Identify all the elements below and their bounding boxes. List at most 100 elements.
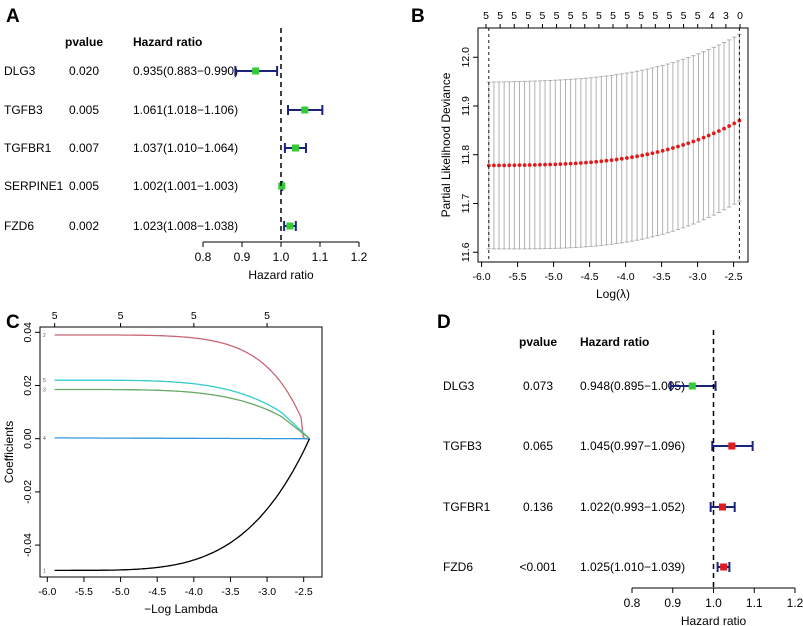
y-tick-label: 11.9 (460, 96, 472, 116)
y-axis-title: Coefficients (2, 421, 16, 483)
deviance-point (548, 162, 553, 167)
top-tick-label: 5 (624, 10, 630, 22)
panel-c-coefficient-path-plot: 2 5 3 4 1 -6.0 -5.5 -5.0 -4.5 -4.0 -3.5 -3.0 -2.5 -0.… (2, 310, 323, 616)
hazard-ratio-value: 0.935(0.883−0.990) (133, 64, 238, 78)
y-tick-label: -0.02 (22, 480, 34, 504)
deviance-point (507, 163, 512, 168)
hazard-ratio-value: 1.045(0.997−1.096) (580, 439, 685, 453)
x-axis-title: −Log Lambda (144, 602, 218, 616)
gene-label: TGFBR1 (4, 141, 52, 155)
top-tick-label: 5 (191, 310, 197, 322)
hazard-ratio-value: 0.948(0.895−1.005) (580, 379, 685, 393)
top-tick-label: 5 (52, 310, 58, 322)
deviance-point (630, 155, 634, 160)
deviance-point (681, 143, 686, 147)
deviance-point (691, 139, 696, 144)
x-tick-label: -3.5 (221, 586, 239, 598)
x-tick-label: 0.9 (664, 596, 681, 610)
top-tick-label: 5 (681, 10, 687, 22)
hazard-ratio-point (301, 106, 309, 114)
hazard-ratio-value: 1.025(1.010−1.039) (580, 560, 685, 574)
panel-b-cv-deviance-plot: -6.0 -5.5 -5.0 -4.5 -4.0 -3.5 -3.0 -2.5 11.6 11.7… (439, 10, 749, 301)
gene-label: TGFBR1 (443, 500, 491, 514)
x-axis-title: Hazard ratio (681, 614, 747, 626)
x-tick-label: 1.1 (746, 596, 763, 610)
top-tick-label: 5 (264, 310, 270, 322)
hazard-ratio-point (252, 67, 260, 75)
deviance-point (727, 124, 732, 128)
x-tick-label: -6.0 (38, 586, 56, 598)
deviance-point (670, 146, 675, 150)
y-tick-label: 11.8 (460, 145, 472, 165)
pvalue-value: 0.002 (69, 219, 99, 233)
x-tick-label: 0.9 (234, 250, 251, 264)
gene-label: TGFB3 (443, 439, 482, 453)
deviance-point (543, 162, 547, 167)
path-label: 4 (43, 436, 46, 442)
deviance-point (645, 152, 650, 157)
x-tick-label: -3.5 (653, 271, 671, 283)
deviance-point (686, 141, 691, 146)
coefficient-path-5 (54, 379, 310, 440)
hazard-ratio-value: 1.037(1.010−1.064) (133, 141, 238, 155)
x-tick-label: -6.0 (473, 271, 491, 283)
deviance-point (492, 163, 496, 168)
deviance-point (527, 163, 532, 167)
top-tick-label: 0 (737, 10, 743, 22)
x-tick-label: -4.0 (617, 271, 635, 283)
hazard-ratio-point (291, 144, 299, 152)
pvalue-value: 0.020 (69, 64, 99, 78)
deviance-point (701, 135, 706, 140)
deviance-point (502, 163, 507, 168)
y-tick-label: 12.0 (460, 47, 472, 68)
x-tick-label: 0.8 (624, 596, 641, 610)
deviance-point (655, 150, 660, 154)
x-tick-label: -2.5 (725, 271, 743, 283)
top-tick-label: 5 (667, 10, 673, 22)
top-tick-label: 5 (638, 10, 644, 22)
x-tick-label: -5.0 (545, 271, 563, 283)
x-tick-label: 0.8 (195, 250, 212, 264)
deviance-point (553, 162, 558, 167)
header-pvalue: pvalue (519, 335, 557, 349)
deviance-point (665, 147, 670, 152)
deviance-point (599, 159, 604, 164)
path-label: 5 (43, 378, 46, 384)
top-tick-label: 5 (568, 10, 574, 22)
deviance-point (522, 163, 527, 168)
plot-frame (477, 27, 749, 263)
deviance-point (589, 160, 593, 165)
top-tick-label: 5 (652, 10, 658, 22)
coefficient-path-4 (54, 437, 310, 440)
x-tick-label: -3.0 (258, 586, 276, 598)
hazard-ratio-point (688, 382, 696, 390)
deviance-point (650, 151, 655, 156)
y-tick-label: 0.00 (22, 428, 34, 449)
header-pvalue: pvalue (65, 35, 103, 49)
header-hazard-ratio: Hazard ratio (580, 335, 649, 349)
deviance-point (722, 126, 726, 131)
top-tick-label: 5 (540, 10, 546, 22)
deviance-point (573, 161, 578, 166)
deviance-point (676, 144, 680, 149)
deviance-point (696, 137, 701, 142)
header-hazard-ratio: Hazard ratio (133, 35, 202, 49)
y-tick-label: 11.7 (460, 194, 472, 214)
panel-label-c: C (6, 312, 20, 333)
top-tick-label: 5 (483, 10, 489, 22)
x-tick-label: -5.5 (509, 271, 527, 283)
top-tick-label: 5 (695, 10, 701, 22)
hazard-ratio-point (728, 442, 736, 450)
deviance-point (660, 148, 665, 153)
deviance-point (594, 159, 599, 164)
top-tick-label: 5 (497, 10, 503, 22)
x-tick-label: 1.1 (312, 250, 329, 264)
path-label: 1 (43, 568, 46, 574)
panel-label-d: D (437, 312, 451, 333)
x-axis-title: Hazard ratio (248, 268, 314, 282)
top-tick-label: 4 (709, 10, 715, 22)
deviance-point (640, 153, 645, 158)
pvalue-value: 0.136 (523, 500, 553, 514)
deviance-point (624, 156, 629, 160)
deviance-point (517, 163, 522, 168)
